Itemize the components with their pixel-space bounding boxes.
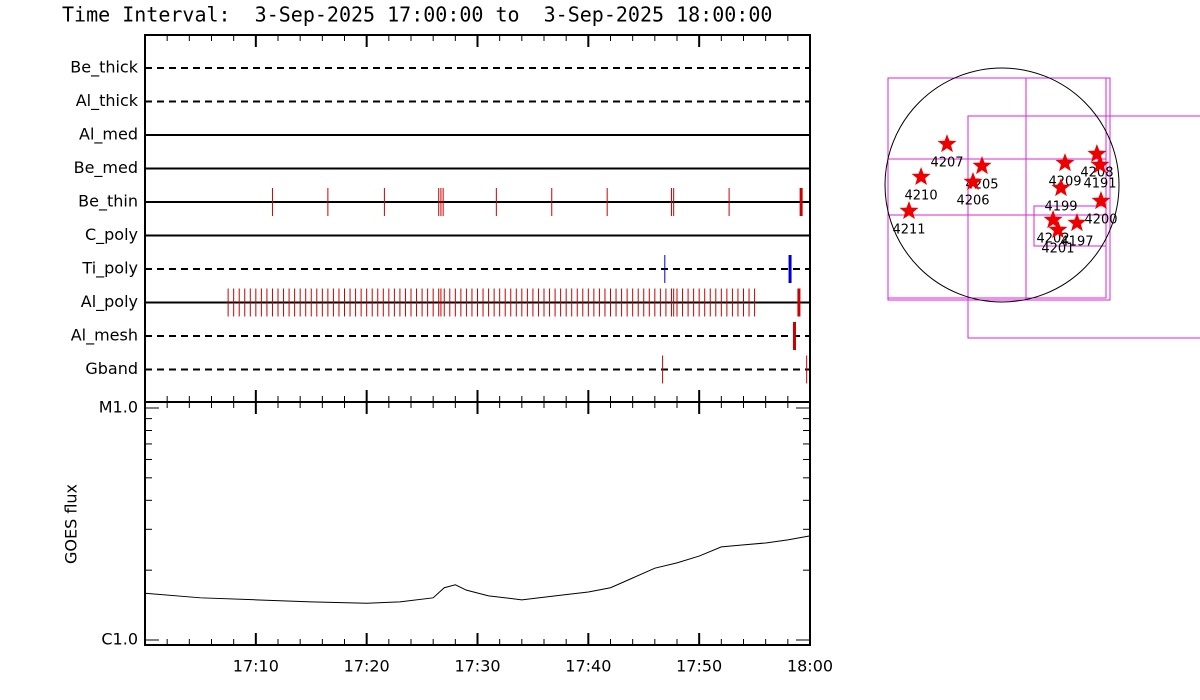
x-tick-label: 17:20 xyxy=(344,657,390,676)
region-label: 4197 xyxy=(1060,235,1093,250)
region-label: 4210 xyxy=(905,188,938,203)
region-star xyxy=(1087,144,1107,163)
fov-boxes xyxy=(887,77,1200,339)
region-label: 4207 xyxy=(930,156,963,171)
region-label: 4211 xyxy=(892,222,925,237)
x-tick-label: 17:30 xyxy=(454,657,500,676)
region-star xyxy=(937,134,957,153)
x-tick-label: 17:50 xyxy=(676,657,722,676)
region-star xyxy=(1067,213,1087,232)
row-label: Al_mesh xyxy=(71,326,138,346)
row-label: Al_poly xyxy=(81,292,138,312)
region-label: 4200 xyxy=(1084,212,1117,227)
region-star xyxy=(1043,210,1063,229)
region-label: 4206 xyxy=(956,193,989,208)
region-label: 4201 xyxy=(1041,241,1074,256)
region-star xyxy=(1055,153,1075,172)
region-star xyxy=(972,156,992,175)
row-label: C_poly xyxy=(85,225,138,245)
row-label: Gband xyxy=(85,359,138,378)
row-label: Be_med xyxy=(74,158,138,178)
region-star xyxy=(1091,191,1111,210)
solar-disk xyxy=(884,67,1120,303)
y-tick-label: M1.0 xyxy=(99,398,138,417)
chart-title: Time Interval: 3-Sep-2025 17:00:00 to 3-… xyxy=(62,3,772,27)
region-star xyxy=(911,167,931,185)
region-star xyxy=(899,201,919,219)
row-label: Al_med xyxy=(79,125,138,145)
region-label: 4208 xyxy=(1080,166,1113,181)
region-star xyxy=(1051,178,1071,197)
row-label: Be_thin xyxy=(78,192,138,212)
region-label: 4199 xyxy=(1044,200,1077,215)
goes-frame xyxy=(144,401,811,646)
region-star xyxy=(1048,220,1068,239)
timeline-frame xyxy=(144,34,811,403)
row-label: Al_thick xyxy=(76,91,139,111)
y-tick-label: C1.0 xyxy=(101,630,138,649)
x-tick-label: 18:00 xyxy=(787,657,833,676)
row-label: Be_thick xyxy=(70,58,138,78)
x-tick-label: 17:40 xyxy=(565,657,611,676)
goes-flux-line xyxy=(144,535,811,604)
y-axis-label: GOES flux xyxy=(62,484,81,564)
region-star xyxy=(1090,155,1110,174)
row-label: Ti_poly xyxy=(81,259,138,279)
region-star xyxy=(963,172,983,190)
x-tick-label: 17:10 xyxy=(233,657,279,676)
region-label: 4191 xyxy=(1083,177,1116,192)
